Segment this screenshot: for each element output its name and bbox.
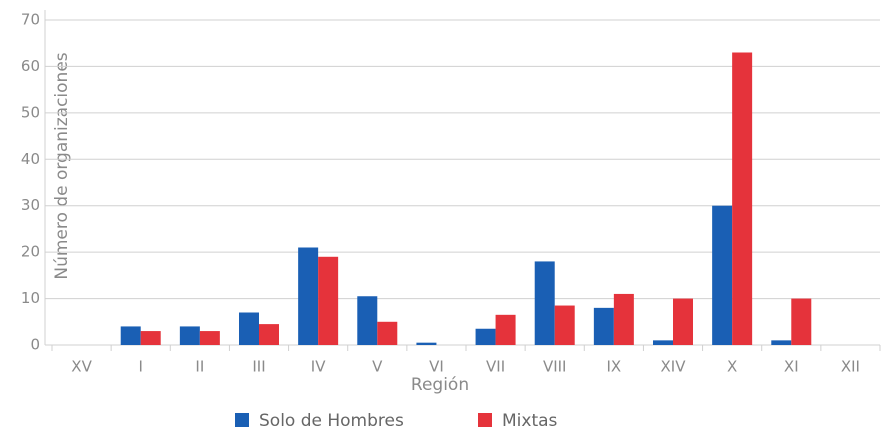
bar [239, 312, 259, 345]
x-tick-label: X [727, 358, 737, 376]
bar [140, 331, 161, 345]
bar [259, 324, 279, 345]
x-tick-label: XII [841, 358, 860, 376]
bar [732, 52, 753, 345]
bar [593, 307, 614, 345]
bar [791, 298, 812, 345]
x-tick-label: XIV [661, 358, 687, 376]
y-axis-title: Número de organizaciones [52, 52, 72, 279]
x-axis-title: Región [411, 375, 469, 395]
y-tick-label: 50 [21, 103, 40, 121]
y-tick-label: 10 [21, 289, 40, 307]
bar [534, 261, 555, 345]
bar [653, 340, 673, 345]
bar [318, 256, 339, 345]
x-tick-label: XV [71, 358, 92, 376]
y-tick-label: 60 [21, 57, 40, 75]
legend-label: Mixtas [502, 411, 558, 430]
bar [120, 326, 141, 345]
bar [673, 298, 693, 345]
x-tick-label: IV [311, 358, 326, 376]
x-tick-label: III [252, 358, 265, 376]
bar [179, 326, 200, 345]
bar [357, 296, 378, 345]
y-tick-label: 70 [21, 11, 40, 29]
y-tick-label: 40 [21, 150, 40, 168]
bar [377, 321, 398, 345]
x-tick-label: XI [784, 358, 799, 376]
bar [495, 314, 516, 345]
y-tick-label: 0 [30, 336, 40, 354]
x-tick-label: IX [607, 358, 622, 376]
bar [298, 247, 319, 345]
legend-swatch [478, 413, 492, 427]
y-tick-label: 20 [21, 243, 40, 261]
bar [554, 305, 575, 345]
bar [771, 340, 792, 345]
bar [416, 342, 437, 345]
x-tick-label: VIII [543, 358, 567, 376]
y-tick-label: 30 [21, 196, 40, 214]
legend-swatch [235, 413, 249, 427]
x-tick-label: II [195, 358, 204, 376]
x-tick-label: V [372, 358, 383, 376]
bar [712, 205, 733, 345]
x-tick-label: I [138, 358, 142, 376]
legend-label: Solo de Hombres [259, 411, 404, 430]
x-tick-label: VII [486, 358, 505, 376]
x-tick-label: VI [429, 358, 444, 376]
bar [613, 293, 634, 345]
bar [199, 331, 220, 345]
bar [475, 328, 496, 345]
